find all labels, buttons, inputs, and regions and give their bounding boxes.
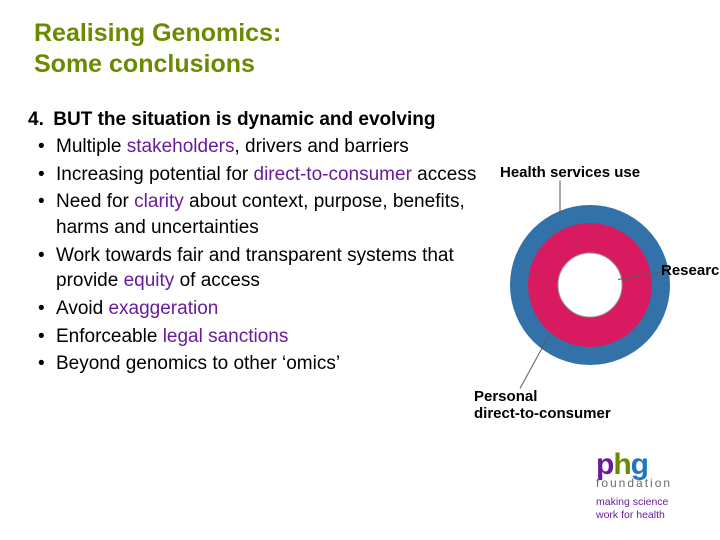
- bullet-item: Work towards fair and transparent system…: [56, 243, 480, 294]
- logo-sub: foundation: [596, 476, 702, 490]
- bullet-pre: Beyond genomics to other ‘omics’: [56, 353, 340, 374]
- phg-logo: phg foundation making science work for h…: [596, 452, 702, 522]
- bullet-pre: Enforceable: [56, 326, 163, 347]
- bullet-highlight: equity: [124, 270, 175, 291]
- label-research: Research: [661, 262, 720, 279]
- label-health: Health services use: [500, 164, 640, 181]
- title-line-2: Some conclusions: [34, 49, 720, 80]
- tag-l2: work for health: [596, 509, 665, 521]
- logo-tagline: making science work for health: [596, 496, 702, 522]
- bullet-post: access: [412, 164, 476, 185]
- leader-health: [560, 181, 561, 216]
- item-number: 4.: [28, 107, 48, 133]
- label-personal-l2: direct-to-consumer: [474, 405, 611, 422]
- bullet-item: Multiple stakeholders, drivers and barri…: [56, 134, 480, 160]
- bullet-highlight: legal sanctions: [163, 326, 289, 347]
- numbered-item: 4. BUT the situation is dynamic and evol…: [28, 107, 480, 133]
- bullet-list: Multiple stakeholders, drivers and barri…: [28, 134, 480, 377]
- bullet-highlight: exaggeration: [108, 298, 218, 319]
- tag-l1: making science: [596, 496, 668, 508]
- bullet-highlight: direct-to-consumer: [254, 164, 412, 185]
- bullet-item: Avoid exaggeration: [56, 296, 480, 322]
- title-line-1: Realising Genomics:: [34, 18, 720, 49]
- bullet-highlight: stakeholders: [127, 136, 235, 157]
- label-personal: Personal direct-to-consumer: [474, 388, 611, 423]
- bullet-item: Beyond genomics to other ‘omics’: [56, 351, 480, 377]
- ring-diagram: [480, 190, 710, 420]
- bullet-item: Increasing potential for direct-to-consu…: [56, 162, 480, 188]
- item-text: BUT the situation is dynamic and evolvin…: [53, 109, 435, 130]
- logo-letters: phg: [596, 452, 702, 478]
- bullet-pre: Increasing potential for: [56, 164, 254, 185]
- content: 4. BUT the situation is dynamic and evol…: [0, 81, 480, 377]
- bullet-item: Enforceable legal sanctions: [56, 324, 480, 350]
- bullet-post: , drivers and barriers: [234, 136, 408, 157]
- ring-inner: [558, 253, 622, 317]
- label-personal-l1: Personal: [474, 388, 537, 405]
- bullet-pre: Need for: [56, 191, 134, 212]
- bullet-post: of access: [174, 270, 260, 291]
- slide-title: Realising Genomics: Some conclusions: [0, 0, 720, 81]
- bullet-highlight: clarity: [134, 191, 184, 212]
- bullet-pre: Multiple: [56, 136, 127, 157]
- bullet-pre: Avoid: [56, 298, 108, 319]
- bullet-item: Need for clarity about context, purpose,…: [56, 189, 480, 240]
